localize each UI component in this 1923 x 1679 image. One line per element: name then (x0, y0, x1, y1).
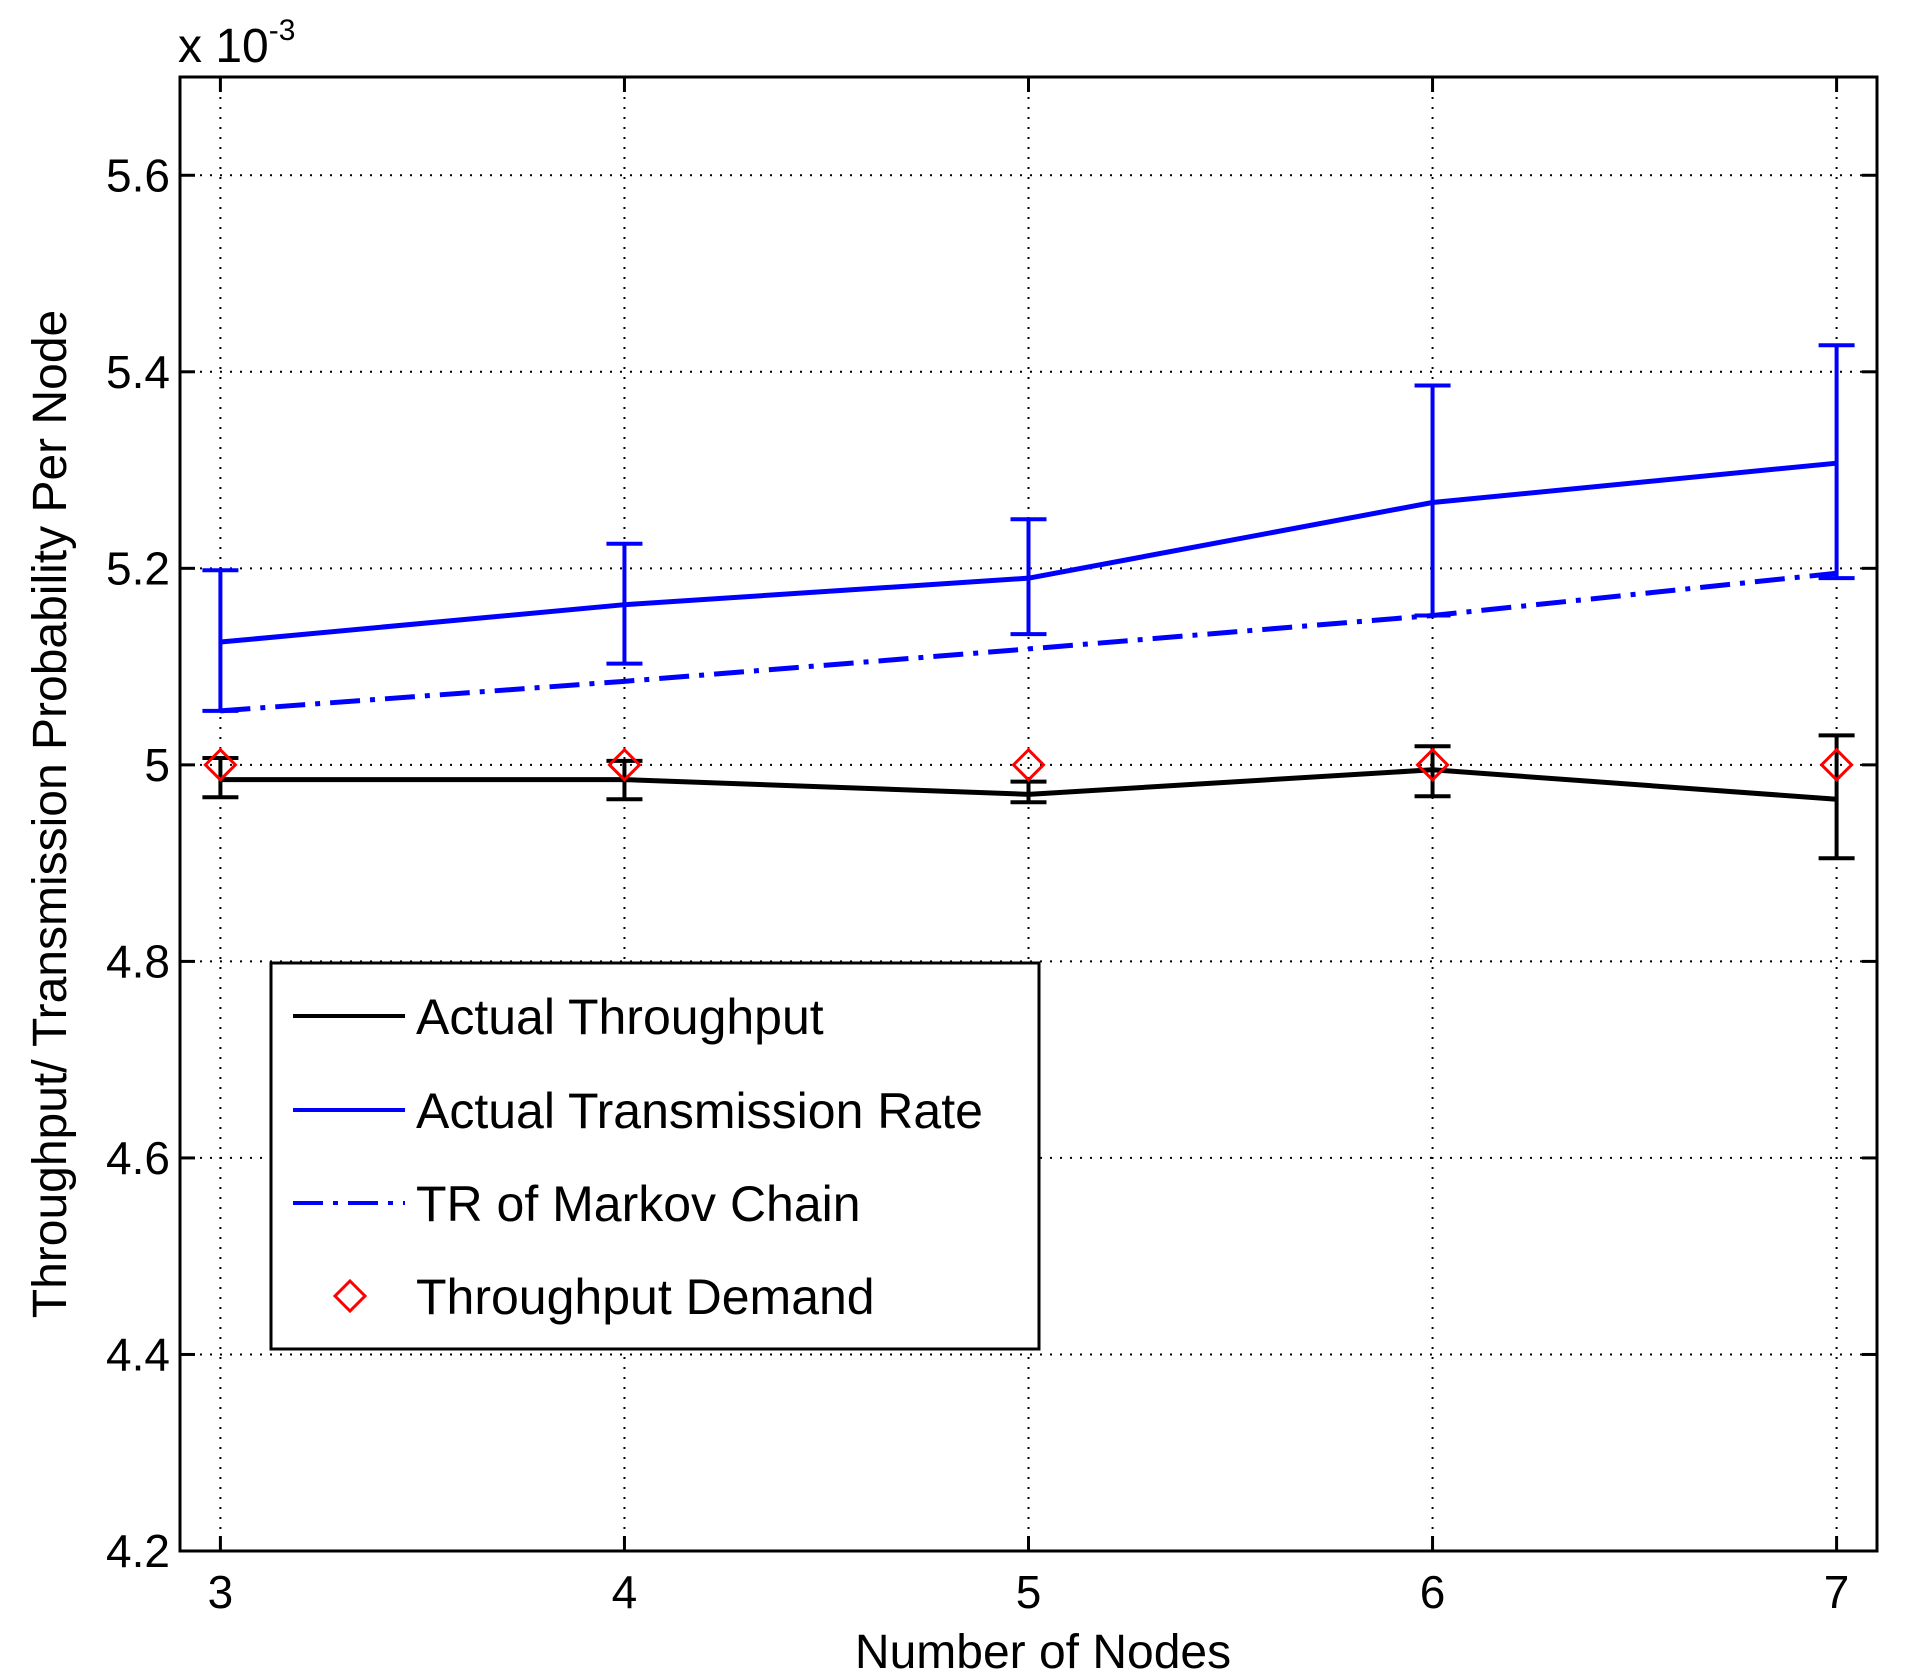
tr-of-markov-chain-line (220, 570, 1837, 714)
throughput-demand-marker (1819, 747, 1854, 782)
x-tick-label: 3 (208, 1566, 234, 1618)
x-axis-label: Number of Nodes (855, 1626, 1231, 1679)
scale-label-base: x 10 (178, 20, 269, 73)
throughput-demand-marker (607, 747, 642, 782)
y-axis-label: Throughput/ Transmission Probability Per… (24, 310, 77, 1319)
ticks: 3 4 5 6 7 4.2 4.4 4.6 4.8 5 5.2 5.4 5.6 (106, 77, 1877, 1618)
legend: Actual Throughput Actual Transmission Ra… (269, 961, 1041, 1351)
y-tick-label: 5.6 (106, 149, 170, 201)
legend-label-tr-markov-chain: TR of Markov Chain (416, 1176, 861, 1232)
x-tick-label: 6 (1420, 1566, 1446, 1618)
legend-label-actual-transmission-rate: Actual Transmission Rate (416, 1083, 983, 1139)
throughput-demand-marker (1011, 747, 1046, 782)
scale-label: x 10-3 (178, 14, 295, 73)
x-tick-label: 4 (612, 1566, 638, 1618)
y-tick-label: 4.8 (106, 935, 170, 987)
y-tick-label: 5.4 (106, 346, 170, 398)
x-tick-label: 5 (1016, 1566, 1042, 1618)
legend-label-actual-throughput: Actual Throughput (416, 989, 824, 1045)
legend-box (269, 961, 1041, 1351)
y-tick-label: 4.6 (106, 1132, 170, 1184)
x-tick-label: 7 (1824, 1566, 1850, 1618)
y-tick-label: 5 (144, 739, 170, 791)
y-tick-label: 4.2 (106, 1525, 170, 1577)
throughput-demand-marker (203, 747, 238, 782)
y-tick-label: 5.2 (106, 542, 170, 594)
scale-label-exponent: -3 (269, 14, 296, 47)
throughput-demand-marker (1415, 747, 1450, 782)
series-layer (202, 343, 1855, 861)
legend-label-throughput-demand: Throughput Demand (416, 1269, 875, 1325)
legend-swatch-throughput-demand (332, 1278, 368, 1314)
y-tick-label: 4.4 (106, 1328, 170, 1380)
